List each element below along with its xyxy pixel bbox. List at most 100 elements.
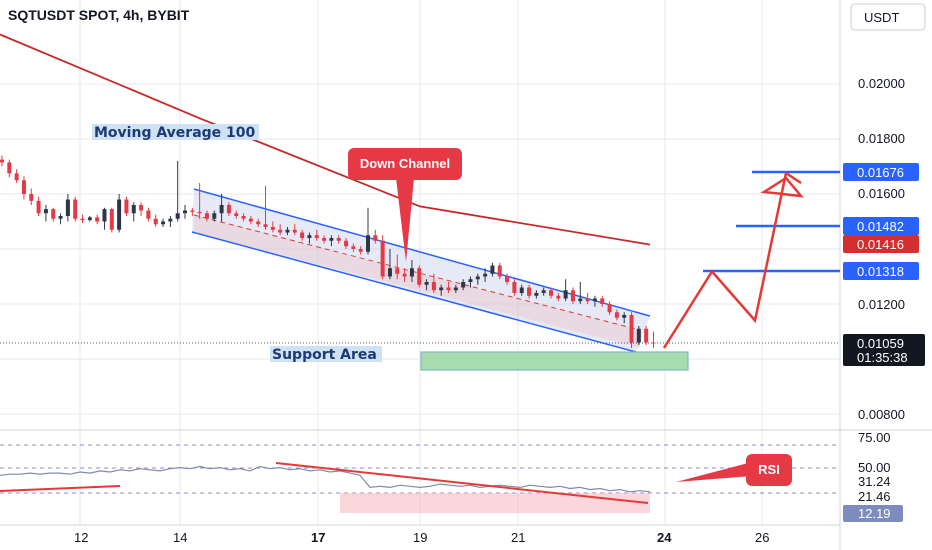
candle[interactable]	[424, 282, 429, 285]
symbol-title[interactable]: SQTUSDT SPOT, 4h, BYBIT	[8, 7, 190, 23]
candle[interactable]	[512, 282, 517, 293]
candle[interactable]	[65, 199, 70, 217]
down-channel-upper-line[interactable]	[193, 188, 651, 317]
candle[interactable]	[549, 290, 553, 296]
candle[interactable]	[241, 216, 246, 219]
candle[interactable]	[7, 162, 12, 174]
candle[interactable]	[505, 276, 510, 283]
candle[interactable]	[373, 235, 378, 241]
currency-button[interactable]	[850, 3, 926, 31]
candle[interactable]	[409, 268, 414, 277]
candle[interactable]	[614, 312, 619, 318]
support-area-label[interactable]: Support Area	[272, 347, 377, 363]
candle[interactable]	[336, 238, 341, 241]
candle[interactable]	[73, 199, 78, 219]
candle[interactable]	[380, 240, 385, 277]
candle[interactable]	[439, 287, 444, 291]
candle[interactable]	[431, 282, 436, 291]
candle[interactable]	[475, 276, 480, 280]
candle[interactable]	[95, 217, 100, 222]
moving-average-label[interactable]: Moving Average 100	[94, 125, 256, 141]
candle[interactable]	[527, 287, 532, 296]
candle[interactable]	[607, 304, 612, 313]
candle[interactable]	[563, 290, 568, 299]
candle[interactable]	[175, 213, 180, 219]
candle[interactable]	[21, 180, 26, 194]
candle[interactable]	[366, 235, 370, 252]
candle[interactable]	[43, 209, 48, 214]
candle[interactable]	[285, 229, 290, 233]
candle[interactable]	[629, 315, 634, 343]
candle[interactable]	[461, 282, 466, 288]
support-area-box[interactable]	[420, 351, 689, 371]
candle[interactable]	[570, 290, 575, 302]
candle[interactable]	[131, 205, 136, 214]
candle[interactable]	[344, 240, 349, 247]
candle[interactable]	[446, 287, 451, 291]
candle[interactable]	[0, 159, 4, 163]
candle[interactable]	[483, 273, 488, 277]
candle[interactable]	[263, 224, 268, 227]
candle[interactable]	[600, 298, 605, 305]
candle[interactable]	[468, 279, 473, 282]
candle[interactable]	[358, 249, 363, 252]
candle[interactable]	[556, 295, 561, 299]
candle[interactable]	[322, 238, 327, 241]
candle[interactable]	[453, 287, 458, 291]
candle[interactable]	[248, 218, 253, 222]
candle[interactable]	[109, 209, 114, 230]
candle[interactable]	[402, 273, 407, 277]
candle[interactable]	[307, 235, 312, 238]
rsi-line[interactable]	[0, 465, 651, 493]
candle[interactable]	[300, 232, 305, 239]
candle[interactable]	[497, 265, 502, 277]
candle[interactable]	[351, 246, 356, 249]
candle[interactable]	[519, 287, 524, 294]
candle[interactable]	[395, 268, 400, 274]
rsi-callout-box[interactable]	[746, 454, 792, 486]
down-channel-lower-line[interactable]	[191, 231, 637, 353]
candle[interactable]	[14, 173, 19, 181]
candle[interactable]	[417, 268, 422, 285]
candle[interactable]	[204, 213, 209, 219]
candle[interactable]	[190, 210, 195, 212]
candle[interactable]	[168, 218, 173, 222]
candle[interactable]	[329, 238, 334, 241]
candle[interactable]	[541, 290, 546, 293]
candle[interactable]	[161, 221, 166, 225]
candle[interactable]	[226, 205, 231, 214]
candle[interactable]	[51, 209, 56, 219]
candle[interactable]	[197, 211, 202, 214]
candle[interactable]	[278, 229, 283, 233]
candle[interactable]	[58, 216, 63, 219]
candle[interactable]	[183, 210, 187, 214]
candle[interactable]	[490, 265, 495, 274]
down-channel-callout-box[interactable]	[348, 148, 462, 180]
candle[interactable]	[622, 315, 627, 318]
candle[interactable]	[387, 268, 392, 277]
candle[interactable]	[636, 328, 641, 343]
candle[interactable]	[534, 293, 539, 296]
candle[interactable]	[644, 328, 649, 343]
candle[interactable]	[219, 205, 224, 214]
candle[interactable]	[314, 235, 319, 238]
candle[interactable]	[292, 229, 297, 233]
candle[interactable]	[592, 298, 597, 302]
candle[interactable]	[651, 342, 656, 344]
candle[interactable]	[102, 209, 107, 222]
candle[interactable]	[117, 199, 122, 230]
candle[interactable]	[234, 213, 239, 216]
candle[interactable]	[585, 298, 590, 302]
candle[interactable]	[578, 298, 583, 302]
candle[interactable]	[146, 210, 151, 219]
candle[interactable]	[87, 217, 92, 221]
candle[interactable]	[29, 194, 34, 201]
candle[interactable]	[139, 205, 144, 211]
candle[interactable]	[256, 221, 261, 225]
candle[interactable]	[36, 200, 41, 214]
candle[interactable]	[212, 213, 217, 219]
candle[interactable]	[80, 218, 85, 221]
candle[interactable]	[153, 218, 158, 225]
candle[interactable]	[270, 227, 275, 230]
